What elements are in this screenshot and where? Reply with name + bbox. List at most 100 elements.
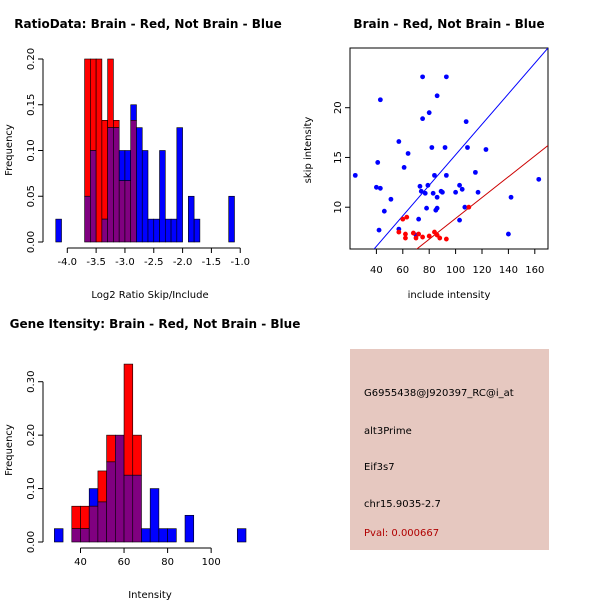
ratio-histogram-xlabel: Log2 Ratio Skip/Include	[91, 290, 208, 301]
blue-point	[443, 172, 449, 178]
blue-point	[375, 160, 381, 165]
y-tick-label: 0.20	[26, 48, 37, 70]
blue-point	[457, 182, 462, 188]
blue-bar	[153, 218, 160, 243]
overlap-bar	[123, 474, 134, 543]
y-tick-label: 0.00	[26, 231, 37, 253]
red-bar	[84, 58, 91, 197]
x-tick-label: 100	[446, 265, 465, 276]
blue-point	[429, 145, 435, 150]
red-point	[466, 204, 472, 210]
y-tick-label: 10	[333, 201, 344, 214]
gene-name-text: Eif3s7	[364, 462, 395, 473]
location-text: chr15.9035-2.7	[364, 499, 441, 510]
blue-bar	[54, 528, 64, 543]
blue-point	[453, 189, 458, 195]
blue-point	[352, 172, 358, 178]
overlap-bar	[106, 461, 116, 543]
x-tick-label: 40	[74, 557, 87, 568]
red-point	[416, 231, 422, 237]
scatter-panel: Brain - Red, Not Brain - Blue 40 60 80 100 1…	[303, 17, 549, 301]
red-bar	[97, 470, 107, 503]
info-box-background	[350, 349, 549, 550]
red-bar	[107, 58, 114, 128]
blue-point	[381, 208, 387, 214]
x-tick-label: 120	[472, 265, 491, 276]
blue-bar	[167, 528, 177, 543]
blue-bar	[228, 195, 235, 243]
x-tick-label: 60	[396, 265, 409, 276]
red-bar	[95, 58, 103, 243]
ratio-histogram-panel: RatioData: Brain - Red, Not Brain - Blue…	[4, 17, 282, 301]
blue-point	[506, 231, 511, 237]
ratio-histogram-title: RatioData: Brain - Red, Not Brain - Blue	[14, 17, 281, 31]
blue-bar	[118, 150, 126, 181]
red-point	[400, 216, 406, 222]
blue-point	[374, 184, 379, 190]
overlap-bar	[113, 127, 120, 243]
blue-point	[420, 74, 425, 80]
intensity-histogram-bars	[54, 363, 247, 543]
overlap-bar	[130, 120, 137, 243]
overlap-bar	[115, 434, 125, 543]
blue-point	[483, 147, 489, 152]
blue-bar	[141, 528, 151, 543]
pval-text: Pval: 0.000667	[364, 528, 439, 539]
overlap-bar	[88, 505, 99, 543]
y-tick-label: 20	[333, 101, 344, 114]
x-tick-label: 80	[423, 265, 436, 276]
blue-point	[420, 116, 425, 122]
blue-point	[426, 110, 432, 116]
x-tick-label: 140	[499, 265, 518, 276]
intensity-histogram-xlabel: Intensity	[128, 590, 172, 600]
blue-bar	[136, 127, 143, 243]
blue-bar	[130, 104, 137, 121]
blue-point	[396, 139, 402, 144]
intensity-histogram-title: Gene Itensity: Brain - Red, Not Brain - …	[10, 317, 301, 331]
scatter-ylabel: skip intensity	[303, 117, 314, 184]
blue-point	[440, 189, 445, 195]
y-tick-label: 0.15	[26, 94, 37, 116]
blue-point	[433, 207, 439, 213]
red-point	[426, 233, 432, 239]
blue-point	[425, 182, 431, 188]
blue-bar	[184, 514, 195, 543]
blue-bar	[193, 218, 201, 243]
scatter-title: Brain - Red, Not Brain - Blue	[353, 17, 544, 31]
ratio-histogram-bars	[55, 58, 235, 243]
x-tick-label: 60	[118, 557, 131, 568]
blue-bar	[124, 150, 132, 181]
y-tick-label: 0.05	[26, 185, 37, 207]
blue-point	[457, 217, 462, 223]
blue-bar	[147, 218, 155, 243]
blue-point	[432, 172, 437, 178]
blue-bar	[236, 528, 247, 543]
x-tick-label: -1.5	[202, 257, 222, 268]
x-tick-label: 40	[370, 265, 383, 276]
scatter-regression-lines	[373, 48, 548, 249]
x-tick-label: -4.0	[58, 257, 78, 268]
x-tick-label: -2.5	[144, 257, 164, 268]
blue-point	[473, 169, 478, 175]
red-regression-line	[416, 145, 548, 249]
blue-bar	[88, 488, 99, 507]
ratio-histogram-ylabel: Frequency	[4, 124, 15, 176]
blue-point	[459, 186, 465, 192]
x-tick-label: -1.0	[230, 257, 250, 268]
y-tick-label: 0.00	[26, 531, 37, 553]
blue-point	[443, 74, 449, 80]
blue-point	[417, 183, 423, 189]
red-point	[413, 235, 419, 241]
blue-point	[377, 97, 383, 103]
blue-point	[462, 204, 468, 210]
info-panel: G6955438@J920397_RC@i_at alt3Prime Eif3s…	[350, 349, 549, 550]
x-tick-label: 160	[525, 265, 544, 276]
red-point	[420, 234, 425, 240]
event-type-text: alt3Prime	[364, 426, 412, 437]
blue-point	[401, 165, 407, 170]
red-point	[396, 229, 402, 235]
red-bar	[101, 120, 108, 220]
blue-point	[465, 145, 470, 150]
blue-bar	[141, 150, 149, 243]
